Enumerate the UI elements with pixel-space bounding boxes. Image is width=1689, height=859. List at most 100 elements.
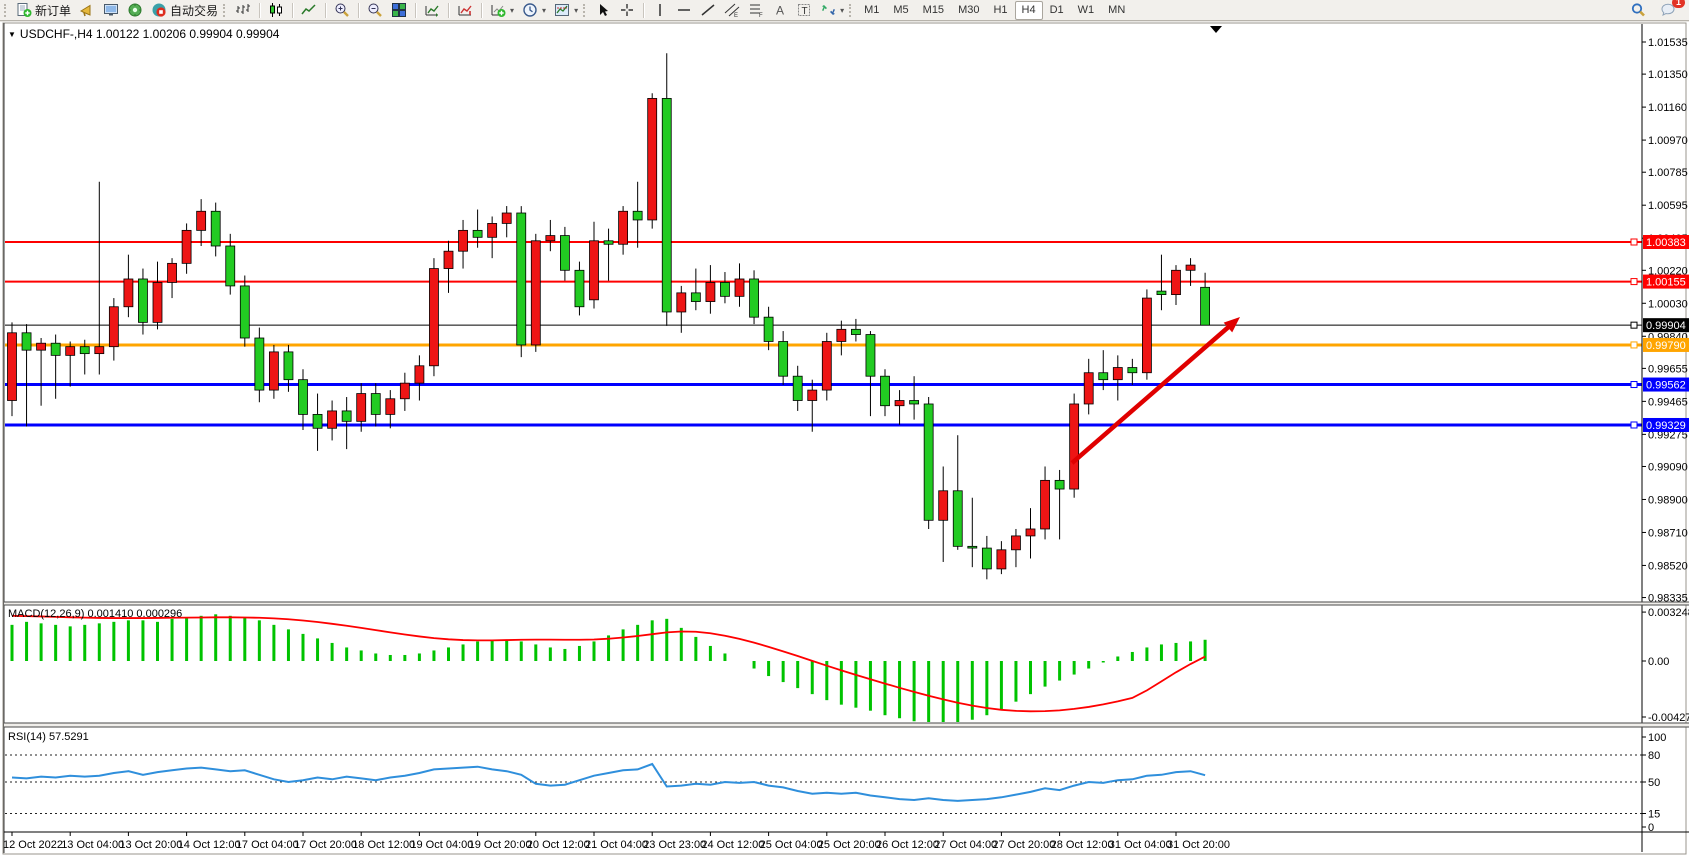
new-chart-button[interactable] bbox=[420, 0, 444, 20]
price-tag-text: 0.99904 bbox=[1646, 320, 1686, 332]
candle-body bbox=[996, 549, 1007, 570]
hline-anchor[interactable] bbox=[1630, 341, 1638, 349]
candle bbox=[545, 219, 556, 252]
svg-text:A: A bbox=[776, 4, 784, 18]
price-tag-0.99904: 0.99904 bbox=[1643, 318, 1689, 333]
toolbar-drag-handle[interactable] bbox=[4, 3, 9, 17]
candle-body bbox=[603, 240, 614, 245]
price-tick-label: 0.99275 bbox=[1648, 429, 1688, 441]
zoom-out-button[interactable] bbox=[363, 0, 387, 20]
timeframe-button-m5[interactable]: M5 bbox=[893, 3, 909, 16]
timeframe-button-m1[interactable]: M1 bbox=[864, 3, 880, 16]
timeframe-button-w1[interactable]: W1 bbox=[1077, 3, 1095, 16]
candle-body bbox=[661, 98, 672, 313]
candle bbox=[181, 223, 192, 274]
candle-body bbox=[94, 346, 105, 355]
candle bbox=[530, 233, 541, 352]
candle-body bbox=[647, 98, 658, 221]
text-label-button[interactable]: T bbox=[792, 0, 816, 20]
candle-body bbox=[952, 490, 963, 547]
templates-button[interactable]: ▾ bbox=[550, 0, 582, 20]
new-order-button[interactable]: 新订单 bbox=[12, 0, 75, 20]
autotrading-button[interactable]: 自动交易 bbox=[147, 0, 222, 20]
price-tick-label: 0.98900 bbox=[1648, 494, 1688, 506]
hline-anchor[interactable] bbox=[1630, 381, 1638, 389]
dropdown-caret-icon: ▾ bbox=[574, 5, 579, 15]
price-tag-box bbox=[1643, 274, 1689, 289]
candle bbox=[647, 93, 658, 229]
toolbar-separator bbox=[415, 2, 417, 18]
search-button[interactable] bbox=[1626, 0, 1650, 20]
fibonacci-icon: F bbox=[748, 2, 764, 18]
rsi-scale-label: 100 bbox=[1648, 732, 1666, 744]
timeframe-button-m15[interactable]: M15 bbox=[922, 3, 945, 16]
price-tag-0.99329: 0.99329 bbox=[1643, 417, 1689, 432]
price-tag-1.00155: 1.00155 bbox=[1643, 274, 1689, 289]
market-watch-button[interactable] bbox=[75, 0, 99, 20]
time-tick-label: 25 Oct 04:00 bbox=[760, 839, 823, 851]
cursor-button[interactable] bbox=[591, 0, 615, 20]
candle-body bbox=[225, 245, 236, 287]
dropdown-caret-icon: ▾ bbox=[542, 5, 547, 15]
price-tick-label: 1.00220 bbox=[1648, 265, 1688, 277]
candlestick-chart-button[interactable] bbox=[264, 0, 288, 20]
candle bbox=[50, 334, 61, 399]
periods-button[interactable]: ▾ bbox=[518, 0, 550, 20]
hline-anchor[interactable] bbox=[1630, 238, 1638, 246]
candle bbox=[763, 306, 774, 351]
arrow-objects-button[interactable]: ▾ bbox=[816, 0, 848, 20]
candle bbox=[880, 369, 890, 417]
candle-body bbox=[196, 210, 207, 231]
timeframe-button-mn[interactable]: MN bbox=[1108, 3, 1126, 16]
text-button[interactable]: A bbox=[768, 0, 792, 20]
timeframe-button-m30[interactable]: M30 bbox=[958, 3, 980, 16]
toolbar-drag-handle[interactable] bbox=[223, 3, 228, 17]
chart-title-text: USDCHF-,H4 1.00122 1.00206 0.99904 0.999… bbox=[19, 27, 280, 41]
pane-splitter[interactable] bbox=[4, 723, 1689, 727]
periods-icon bbox=[522, 2, 538, 18]
line-chart-button[interactable] bbox=[297, 0, 321, 20]
candle bbox=[821, 332, 832, 401]
candle bbox=[1040, 466, 1050, 540]
crosshair-button[interactable] bbox=[615, 0, 639, 20]
hline-anchor[interactable] bbox=[1630, 278, 1638, 286]
trendline-button[interactable] bbox=[696, 0, 720, 20]
data-window-button[interactable] bbox=[99, 0, 123, 20]
vertical-line-button[interactable] bbox=[648, 0, 672, 20]
hline-anchor[interactable] bbox=[1630, 421, 1638, 429]
timeframe-button-h4[interactable]: H4 bbox=[1014, 0, 1043, 20]
chart-collapse-icon[interactable]: ▼ bbox=[8, 30, 16, 39]
candle bbox=[458, 219, 468, 269]
search-icon bbox=[1630, 2, 1646, 18]
pane-splitter[interactable] bbox=[4, 602, 1689, 605]
toolbar-drag-handle[interactable] bbox=[583, 3, 588, 17]
community-chat-button[interactable]: 1 bbox=[1656, 0, 1685, 20]
trend-arrow-annotation[interactable] bbox=[1070, 317, 1240, 465]
equidistant-channel-button[interactable]: E bbox=[720, 0, 744, 20]
candle-body bbox=[50, 342, 61, 356]
candle bbox=[65, 341, 76, 387]
candle bbox=[603, 228, 614, 281]
horizontal-line-button[interactable] bbox=[672, 0, 696, 20]
hline-anchor[interactable] bbox=[1630, 321, 1638, 329]
toolbar-separator bbox=[325, 2, 327, 18]
zoom-in-button[interactable] bbox=[330, 0, 354, 20]
time-tick-label: 20 Oct 12:00 bbox=[527, 839, 590, 851]
timeframe-button-h1[interactable]: H1 bbox=[993, 3, 1008, 16]
candle-body bbox=[1127, 367, 1138, 374]
indicators-button[interactable]: ▾ bbox=[486, 0, 518, 20]
arrow-shaft[interactable] bbox=[1070, 323, 1233, 465]
navigator-button[interactable] bbox=[123, 0, 147, 20]
bar-chart-button[interactable] bbox=[231, 0, 255, 20]
time-tick-label: 17 Oct 20:00 bbox=[294, 839, 357, 851]
candle-body bbox=[1054, 479, 1065, 490]
timeframe-button-d1[interactable]: D1 bbox=[1049, 3, 1064, 16]
toolbar-drag-handle[interactable] bbox=[849, 3, 854, 17]
chart-shift-marker[interactable] bbox=[1210, 26, 1222, 33]
tile-windows-icon bbox=[391, 2, 407, 18]
price-tag-0.99562: 0.99562 bbox=[1643, 377, 1689, 392]
profiles-button[interactable] bbox=[453, 0, 477, 20]
fibonacci-button[interactable]: F bbox=[744, 0, 768, 20]
candle-body bbox=[152, 282, 163, 323]
tile-windows-button[interactable] bbox=[387, 0, 411, 20]
